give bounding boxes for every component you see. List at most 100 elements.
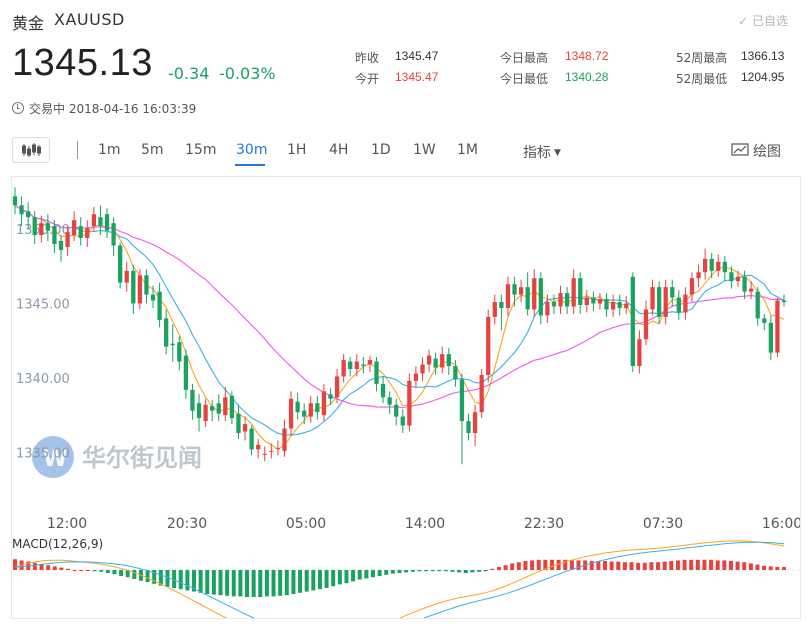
candle-body <box>604 299 609 310</box>
candle-body <box>683 294 688 313</box>
candle-body <box>387 397 392 405</box>
candle-body <box>242 424 248 432</box>
price-tick-label: 1345.00 <box>16 298 70 313</box>
candle-body <box>275 447 281 449</box>
macd-histogram-bar <box>271 570 276 597</box>
macd-histogram-bar <box>258 570 263 597</box>
watermark: W 华尔街见闻 <box>32 436 202 478</box>
candle-body <box>78 226 83 239</box>
timeframe-15m[interactable]: 15m <box>185 142 217 158</box>
candle-body <box>65 232 70 247</box>
candle-body <box>702 258 708 273</box>
candle-body <box>716 261 721 271</box>
macd-histogram-bar <box>284 570 289 596</box>
candle-body <box>729 272 734 282</box>
candle-body <box>183 355 189 390</box>
candle-body <box>216 403 221 414</box>
macd-histogram-bar <box>490 568 495 570</box>
macd-histogram-bar <box>748 563 753 570</box>
candle-body <box>610 302 616 310</box>
candle-body <box>58 241 64 250</box>
candle-body <box>426 355 432 365</box>
macd-histogram-bar <box>344 570 349 584</box>
candle-body <box>282 428 287 451</box>
instrument-name: 黄金 <box>12 14 45 33</box>
timeframe-1h[interactable]: 1H <box>287 142 307 158</box>
caret-down-icon: ▼ <box>554 148 561 158</box>
candle-body <box>249 428 254 450</box>
macd-histogram-bar <box>397 570 402 573</box>
macd-histogram-bar <box>112 570 117 575</box>
timeframe-1d[interactable]: 1D <box>371 142 391 158</box>
stat-value-day-high: 1348.72 <box>565 49 609 63</box>
candle-body <box>374 361 379 384</box>
candle-body <box>91 214 97 227</box>
candle-body <box>45 223 50 231</box>
candle-body <box>52 226 57 244</box>
macd-histogram-bar <box>669 561 674 570</box>
macd-histogram-bar <box>695 559 700 570</box>
macd-histogram-bar <box>351 570 356 582</box>
candle-body <box>394 404 399 417</box>
macd-histogram-bar <box>337 570 342 585</box>
macd-histogram-bar <box>549 559 554 570</box>
candle-body <box>663 287 668 317</box>
macd-histogram-bar <box>298 570 303 593</box>
trading-status: 交易中 2018-04-16 16:03:39 <box>12 100 196 117</box>
candle-body <box>446 354 451 367</box>
timeframe-1m[interactable]: 1m <box>98 142 121 158</box>
candle-body <box>492 302 497 317</box>
macd-histogram-bar <box>662 561 667 570</box>
candle-body <box>742 276 747 292</box>
toolbar-divider <box>77 141 78 159</box>
candle-body <box>104 214 110 231</box>
macd-histogram-bar <box>656 562 661 570</box>
macd-histogram-bar <box>424 570 429 572</box>
ma-mid-line <box>14 204 785 436</box>
candle-body <box>525 287 530 310</box>
timeframe-4h[interactable]: 4H <box>329 142 349 158</box>
candle-body <box>656 287 662 317</box>
chart-type-button[interactable] <box>12 137 50 163</box>
candle-body <box>676 297 681 313</box>
macd-histogram-bar <box>722 560 727 570</box>
timeframe-30m[interactable]: 30m <box>236 142 268 158</box>
macd-histogram-bar <box>609 561 614 570</box>
candle-body <box>26 211 31 218</box>
indicator-menu[interactable]: 指标 ▼ <box>523 142 561 162</box>
macd-histogram-bar <box>119 570 124 576</box>
candle-body <box>466 421 471 433</box>
candlestick-icon <box>22 143 41 157</box>
candle-body <box>538 278 543 316</box>
candle-body <box>571 278 576 307</box>
macd-histogram-bar <box>178 570 183 590</box>
candle-body <box>499 302 504 308</box>
macd-label: MACD(12,26,9) <box>12 537 103 551</box>
candle-body <box>643 309 649 340</box>
macd-histogram-bar <box>99 570 104 572</box>
favorite-button[interactable]: ✓ 已自选 <box>738 14 788 28</box>
time-tick-label: 12:00 <box>47 516 87 532</box>
candle-body <box>308 403 313 417</box>
candle-body <box>170 343 175 346</box>
candle-body <box>578 278 583 305</box>
timeframe-1w[interactable]: 1W <box>413 142 436 158</box>
candle-body <box>39 223 44 236</box>
timeframe-1mo[interactable]: 1M <box>457 142 478 158</box>
macd-histogram-bar <box>417 570 422 572</box>
macd-histogram-bar <box>755 564 760 570</box>
macd-histogram-bar <box>450 570 455 572</box>
timeframe-5m[interactable]: 5m <box>141 142 164 158</box>
candle-body <box>564 293 570 307</box>
macd-histogram-bar <box>689 559 694 570</box>
macd-histogram-bar <box>92 570 97 572</box>
candle-body <box>630 276 635 367</box>
macd-histogram-bar <box>225 570 230 596</box>
stat-label-day-high: 今日最高 <box>500 51 549 65</box>
candle-body <box>781 300 787 303</box>
macd-histogram-bar <box>629 562 634 570</box>
draw-button[interactable]: 绘图 <box>731 141 781 161</box>
candle-body <box>532 278 537 310</box>
